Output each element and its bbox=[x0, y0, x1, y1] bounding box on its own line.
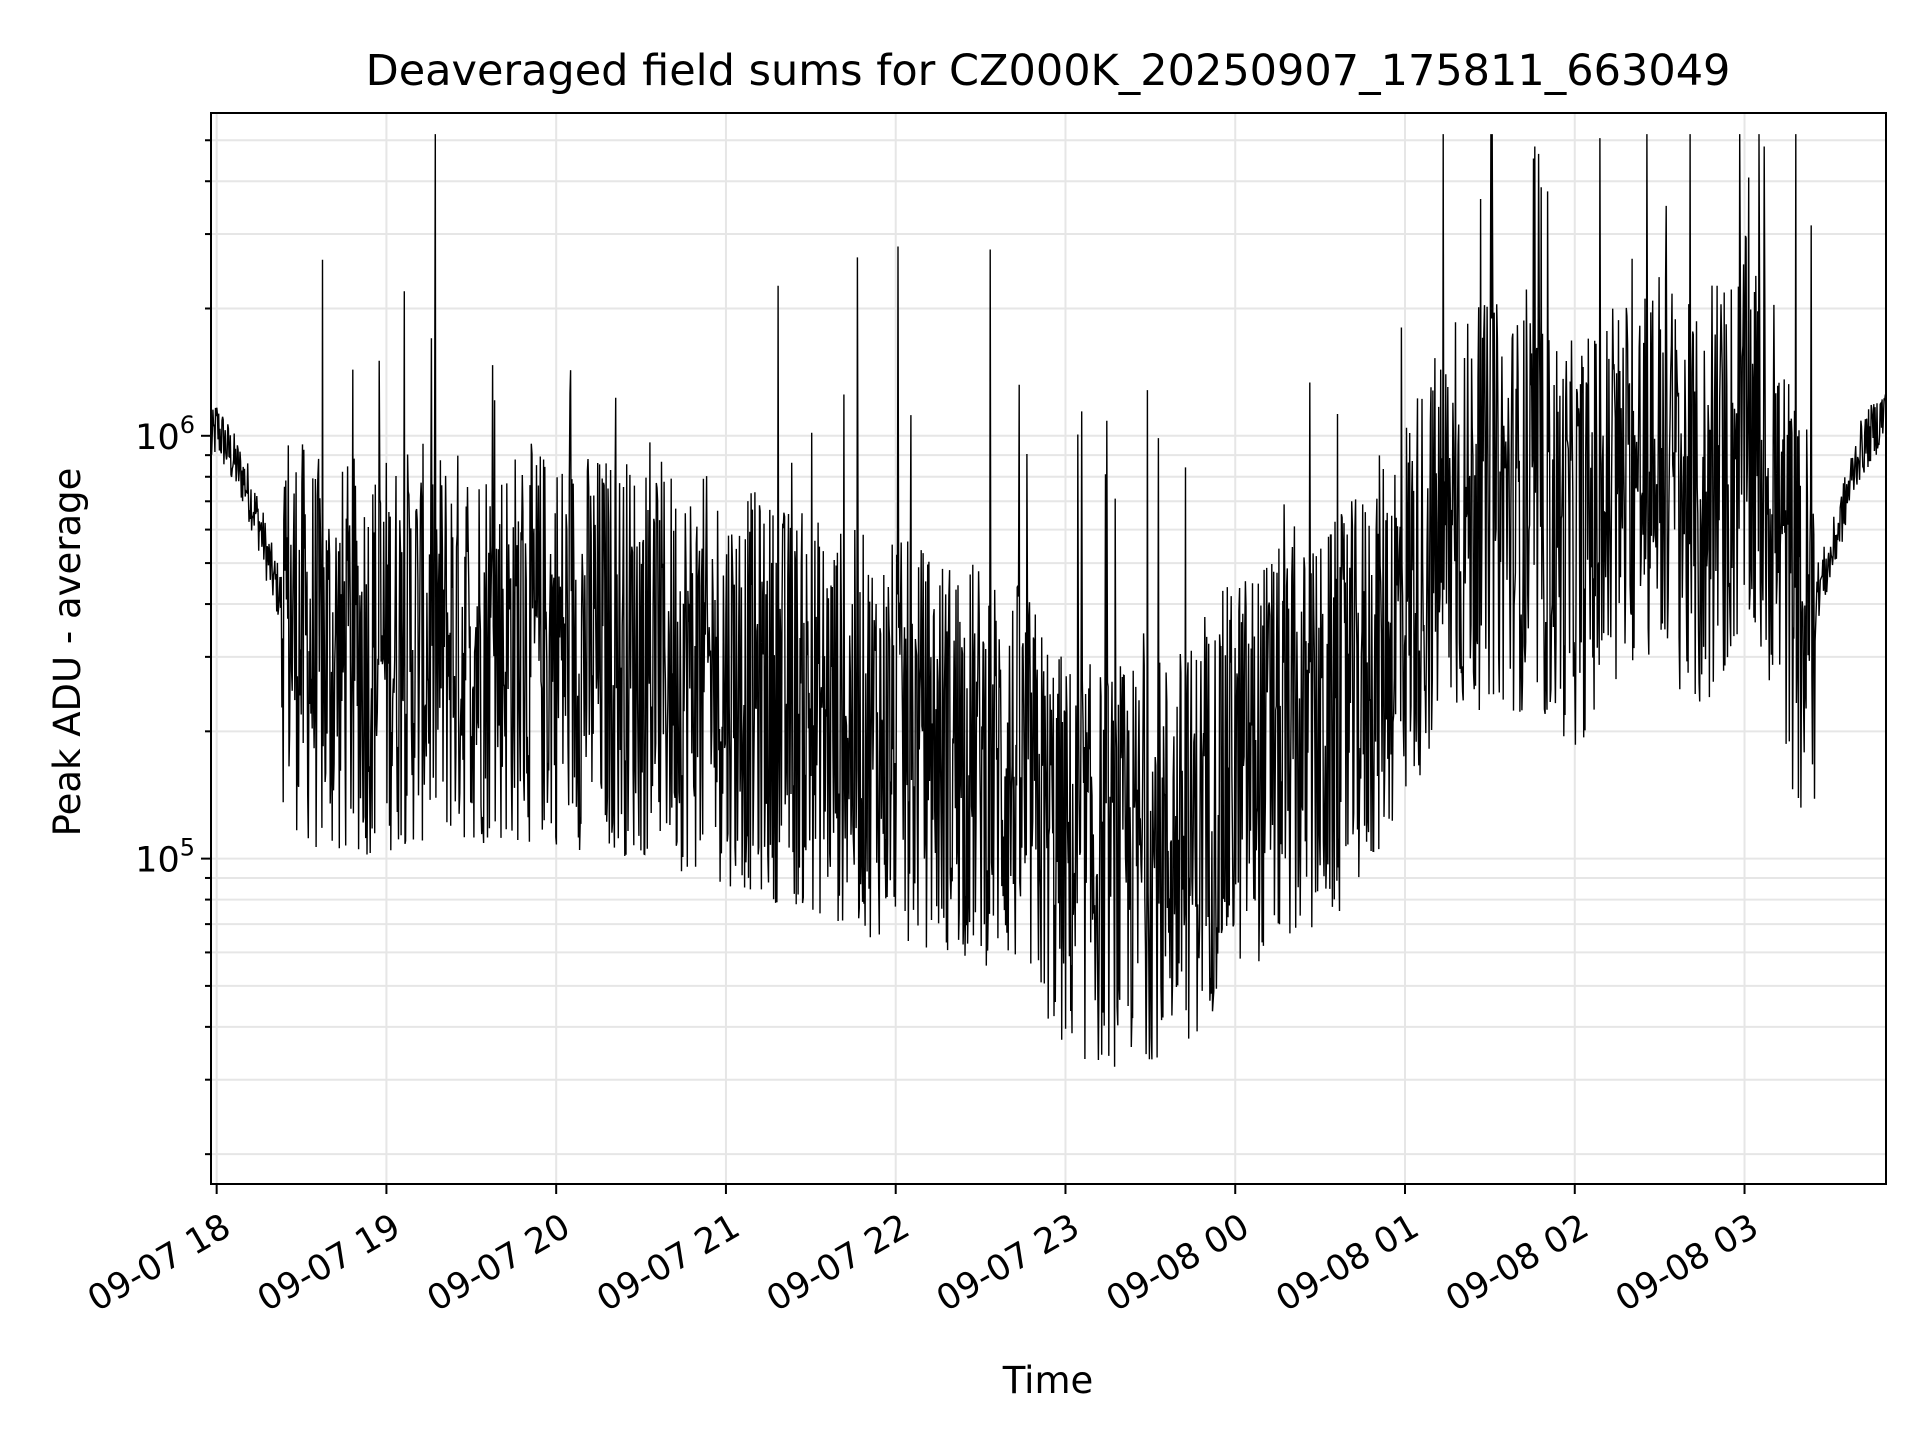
y-tick-label: 106 bbox=[135, 411, 195, 458]
plot-area bbox=[210, 134, 1887, 1067]
x-tick-label: 09-07 20 bbox=[421, 1207, 577, 1320]
plot-frame bbox=[210, 112, 1887, 1185]
y-axis-label: Peak ADU - average bbox=[46, 468, 89, 837]
x-tick-label: 09-07 21 bbox=[591, 1207, 747, 1320]
chart-title: Deaveraged field sums for CZ000K_2025090… bbox=[366, 46, 1731, 96]
x-tick-label: 09-08 02 bbox=[1439, 1207, 1595, 1320]
x-tick-label: 09-08 01 bbox=[1270, 1207, 1426, 1320]
x-tick-label: 09-07 18 bbox=[81, 1207, 237, 1320]
x-tick-label: 09-07 22 bbox=[760, 1207, 916, 1320]
x-tick-label: 09-08 00 bbox=[1100, 1207, 1256, 1320]
y-tick-label: 105 bbox=[135, 834, 195, 881]
x-axis-label: Time bbox=[1002, 1359, 1094, 1402]
series-line bbox=[210, 134, 1887, 1067]
x-tick-label: 09-07 19 bbox=[251, 1207, 407, 1320]
x-tick-label: 09-07 23 bbox=[930, 1207, 1086, 1320]
x-axis: 09-07 18 09-07 19 09-07 20 09-07 21 09-07 22… bbox=[81, 1184, 1765, 1320]
x-tick-label: 09-08 03 bbox=[1609, 1207, 1765, 1320]
y-axis: 105 106 bbox=[135, 139, 211, 1156]
